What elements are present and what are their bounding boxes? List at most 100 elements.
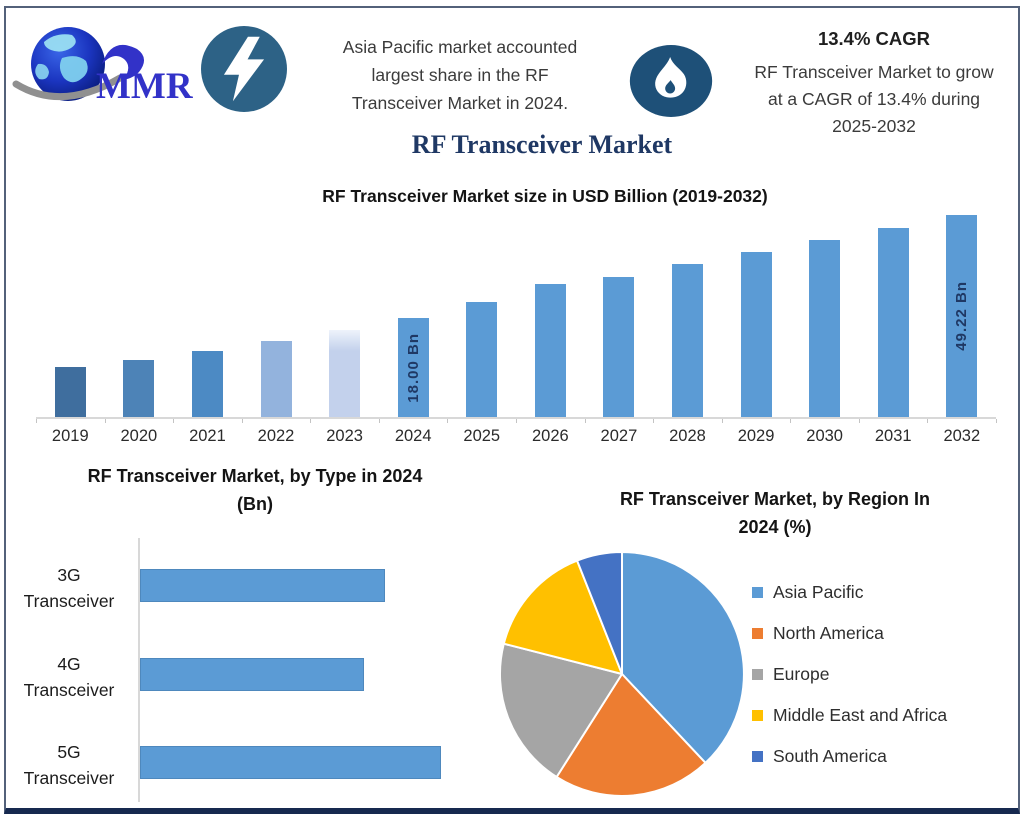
flame-icon (655, 57, 687, 98)
cagr-block: 13.4% CAGR RF Transceiver Market to grow… (726, 28, 1022, 140)
bar-2024: 18.00 Bn (397, 318, 429, 417)
legend-label-north-america: North America (773, 623, 884, 643)
pie-slice-north-america (555, 673, 707, 797)
category-label-line: 4G (57, 653, 81, 674)
axis-tick (241, 419, 243, 423)
legend-item-europe: Europe (752, 654, 947, 695)
region-chart-title: RF Transceiver Market, by Region In 2024… (560, 485, 990, 541)
bar-slot-2031 (859, 215, 928, 417)
axis-tick (310, 419, 312, 423)
axis-tick (858, 419, 860, 423)
flame-badge (629, 45, 713, 117)
bar-2029 (740, 251, 772, 417)
bar-slot-2027 (585, 215, 654, 417)
axis-tick (378, 419, 380, 423)
year-label-2023: 2023 (326, 427, 363, 445)
bar-2032: 49.22 Bn (946, 215, 978, 417)
category-label-line: Transceiver (23, 679, 115, 700)
bar-2026 (534, 284, 566, 417)
bar-slot-2025 (447, 215, 516, 417)
bar-data-label-2024: 18.00 Bn (404, 332, 422, 403)
bar-data-label-2032: 49.22 Bn (953, 281, 971, 351)
bar-slot-2026 (516, 215, 585, 417)
year-label-2025: 2025 (463, 427, 501, 445)
pie-slice-middle-east-and-africa (502, 559, 623, 675)
bar-slot-2028 (653, 215, 722, 417)
bar-slot-2032: 49.22 Bn (928, 215, 997, 417)
axis-tick (516, 419, 517, 423)
cagr-text: RF Transceiver Market to grow at a CAGR … (726, 59, 1022, 140)
bar-slot-2023 (310, 215, 379, 417)
market-size-chart-title: RF Transceiver Market size in USD Billio… (322, 186, 768, 206)
axis-tick (790, 419, 792, 423)
legend-marker-south-america (752, 751, 763, 762)
category-label-4g-transceiver: 4G Transceiver (8, 651, 130, 703)
legend-item-north-america: North America (752, 613, 947, 654)
legend-item-south-america: South America (752, 736, 947, 777)
axis-tick (36, 419, 37, 423)
bar-slot-2020 (105, 215, 174, 417)
bar-slot-2024: 18.00 Bn (379, 215, 448, 417)
highlight-text: Asia Pacific market accounted largest sh… (290, 33, 630, 117)
bar-2020 (123, 360, 155, 417)
bar-slot-2021 (173, 215, 242, 417)
category-label-line: 5G (57, 742, 81, 762)
cagr-line-2: at a CAGR of 13.4% during (767, 89, 981, 109)
lightning-badge (201, 26, 287, 112)
bar-2023 (329, 329, 361, 417)
region-pie-chart (499, 551, 745, 797)
year-label-2031: 2031 (874, 427, 912, 445)
year-label-2026: 2026 (531, 427, 569, 445)
axis-tick (996, 419, 997, 423)
bar-2031 (877, 227, 909, 417)
axis-tick (927, 419, 929, 423)
legend-label-asia-pacific: Asia Pacific (773, 582, 864, 602)
logo-blue-swoosh (102, 44, 145, 80)
legend-item-asia-pacific: Asia Pacific (752, 572, 947, 613)
pie-slice-south-america (576, 551, 623, 675)
year-label-2032: 2032 (943, 427, 981, 445)
axis-tick (653, 419, 655, 423)
pie-slice-europe (499, 642, 623, 778)
legend-marker-middle-east-and-africa (752, 710, 763, 721)
bar-4g-transceiver (140, 657, 364, 691)
year-label-2019: 2019 (51, 427, 89, 445)
page-title: RF Transceiver Market (411, 130, 673, 159)
legend-label-middle-east-and-africa: Middle East and Africa (773, 705, 948, 725)
bar-slot-2019 (36, 215, 105, 417)
category-label-3g-transceiver: 3G Transceiver (8, 562, 130, 614)
legend-item-middle-east-and-africa: Middle East and Africa (752, 695, 947, 736)
year-label-2028: 2028 (669, 427, 706, 445)
bar-2021 (191, 350, 223, 417)
legend-label-europe: Europe (773, 664, 830, 684)
year-label-2027: 2027 (600, 427, 638, 445)
bar-2025 (466, 302, 498, 417)
category-label-line: 3G (57, 565, 81, 585)
bar-2027 (603, 277, 635, 417)
region-chart-title-line-2: 2024 (%) (738, 517, 812, 537)
year-label-2022: 2022 (257, 427, 295, 445)
bar-2022 (260, 341, 292, 417)
cagr-heading: 13.4% CAGR (817, 28, 931, 49)
pie-slice-asia-pacific (621, 551, 745, 764)
category-label-line: Transceiver (23, 768, 115, 788)
type-chart-title: RF Transceiver Market, by Type in 2024 (… (25, 462, 485, 518)
bar-2019 (54, 366, 86, 417)
region-chart-title-line-1: RF Transceiver Market, by Region In (619, 489, 931, 509)
type-chart-y-axis (138, 538, 140, 802)
logo-text: MMR (96, 66, 194, 107)
bar-slot-2030 (790, 215, 859, 417)
year-label-2030: 2030 (806, 427, 843, 445)
axis-tick (104, 419, 106, 423)
year-label-2021: 2021 (189, 427, 226, 445)
highlight-line-3: Transceiver Market in 2024. (351, 93, 569, 113)
cagr-line-1: RF Transceiver Market to grow (754, 62, 994, 82)
logo-swoosh (12, 74, 124, 101)
category-label-line: Transceiver (23, 591, 115, 611)
mmr-logo: MMR (12, 27, 194, 107)
year-label-2024: 2024 (394, 427, 432, 445)
year-label-2029: 2029 (737, 427, 775, 445)
legend-label-south-america: South America (773, 746, 887, 766)
bar-2028 (671, 264, 703, 417)
axis-tick (173, 419, 175, 423)
